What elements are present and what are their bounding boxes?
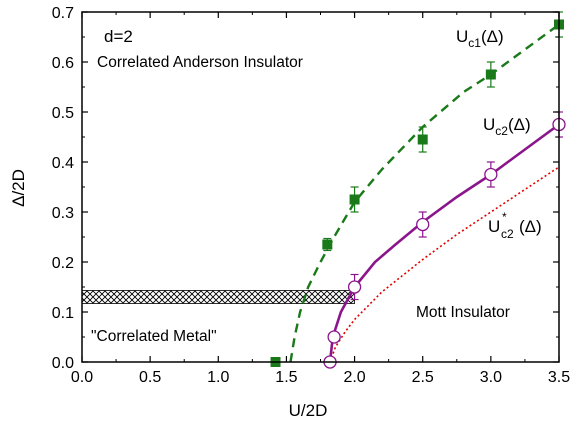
uc1-label-sub: c1: [468, 36, 481, 50]
point-layer: [270, 11, 566, 369]
uc1-point: [349, 194, 360, 205]
uc2-label-arg: (Δ): [508, 115, 531, 134]
y-tick-label: 0.2: [52, 255, 74, 272]
ustar-curve: [329, 166, 560, 363]
uc1-point: [417, 134, 428, 145]
x-tick-label: 2.0: [343, 369, 365, 386]
uc2-label-sub: c2: [495, 124, 508, 138]
ustar-label-arg: (Δ): [519, 217, 542, 236]
x-axis-label: U/2D: [289, 401, 328, 420]
x-tick-label: 1.5: [275, 369, 297, 386]
uc1-label-main: U: [456, 27, 468, 46]
y-tick-label: 0.0: [52, 355, 74, 372]
x-tick-label: 0.5: [139, 369, 161, 386]
uc2-point: [484, 167, 498, 182]
anderson-insulator-label: Correlated Anderson Insulator: [97, 54, 303, 71]
x-tick-label: 2.5: [412, 369, 434, 386]
y-tick-label: 0.7: [52, 5, 74, 22]
svg-text:Uc2(Δ): Uc2(Δ): [483, 115, 531, 138]
svg-text:Uc1(Δ): Uc1(Δ): [456, 27, 504, 50]
uc2-point: [327, 330, 341, 344]
uc1-series-label: Uc1(Δ): [456, 27, 504, 50]
x-tick-label: 0.0: [71, 369, 93, 386]
ustar-label-main: U: [488, 217, 500, 236]
uc2-label-main: U: [483, 115, 495, 134]
y-tick-label: 0.1: [52, 305, 74, 322]
uc1-label-arg: (Δ): [481, 27, 504, 46]
ustar-series-label: U * c2 (Δ): [488, 210, 542, 241]
x-tick-label: 3.5: [548, 369, 570, 386]
hatched-band: [81, 290, 355, 304]
y-tick-label: 0.4: [52, 155, 74, 172]
ustar-label-sub: c2: [501, 227, 514, 241]
uc2-point: [347, 280, 362, 294]
y-axis-label: Δ/2D: [9, 169, 28, 207]
ustar-label-sup: *: [502, 210, 507, 224]
x-tick-label: 3.0: [480, 369, 502, 386]
axis-layer: 0.0 0.5 1.0 1.5 2.0 2.5 3.0 3.5 0.0 0.1 0.2 0.3 0.4 0…: [52, 5, 570, 386]
y-tick-label: 0.6: [52, 55, 74, 72]
uc2-point: [416, 217, 430, 232]
uc2-series-label: Uc2(Δ): [483, 115, 531, 138]
uc2-curve: [328, 123, 560, 363]
uc1-point: [322, 239, 333, 250]
correlated-metal-label: "Correlated Metal": [91, 328, 217, 345]
uc1-point: [485, 69, 496, 80]
y-tick-label: 0.5: [52, 105, 74, 122]
dimension-label: d=2: [104, 27, 133, 46]
y-tick-label: 0.3: [52, 205, 74, 222]
x-tick-label: 1.0: [207, 369, 229, 386]
hatched-band-layer: [81, 290, 355, 304]
mott-insulator-label: Mott Insulator: [416, 304, 510, 321]
